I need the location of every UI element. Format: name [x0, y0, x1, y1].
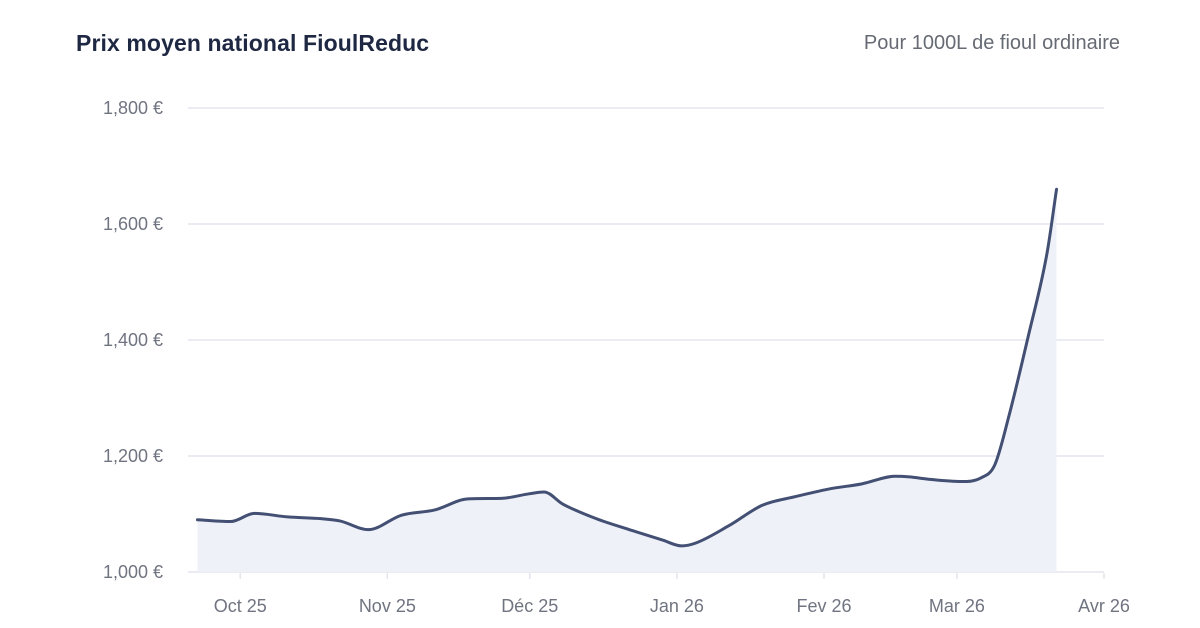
data-point[interactable] — [790, 491, 802, 503]
data-point[interactable] — [623, 524, 635, 536]
y-tick-label: 1,000 € — [103, 562, 163, 582]
data-point[interactable] — [676, 540, 688, 552]
data-point[interactable] — [956, 476, 968, 488]
y-axis: 1,000 € 1,200 € 1,400 € 1,600 € 1,800 € — [103, 98, 163, 582]
data-point[interactable] — [462, 493, 474, 505]
data-point[interactable] — [590, 513, 602, 525]
data-point[interactable] — [1022, 331, 1034, 343]
area-layer — [197, 189, 1057, 572]
data-point[interactable] — [856, 478, 868, 490]
data-point[interactable] — [975, 472, 987, 484]
line-layer — [195, 187, 1059, 548]
chart-subtitle: Pour 1000L de fioul ordinaire — [863, 32, 1120, 54]
data-point[interactable] — [690, 537, 702, 549]
data-point[interactable] — [495, 492, 507, 504]
x-tick-label: Fev 26 — [796, 596, 851, 616]
y-tick-label: 1,800 € — [103, 98, 163, 118]
data-point[interactable] — [191, 514, 203, 526]
chart-title: Prix moyen national FioulReduc — [76, 30, 430, 56]
y-tick-label: 1,600 € — [103, 214, 163, 234]
data-point[interactable] — [1041, 247, 1053, 259]
chart-header: Prix moyen national FioulReduc Pour 1000… — [76, 28, 1120, 62]
data-point[interactable] — [396, 509, 408, 521]
series-area-fill — [197, 189, 1057, 572]
data-point[interactable] — [429, 504, 441, 516]
data-point[interactable] — [1051, 183, 1063, 195]
data-point[interactable] — [723, 520, 735, 532]
data-point[interactable] — [922, 473, 934, 485]
data-point[interactable] — [315, 513, 327, 525]
data-point[interactable] — [1003, 409, 1015, 421]
data-point[interactable] — [334, 515, 346, 527]
x-tick-label: Jan 26 — [650, 596, 704, 616]
data-point[interactable] — [657, 534, 669, 546]
series-line — [195, 187, 1059, 548]
x-tick-label: Nov 25 — [359, 596, 416, 616]
data-point[interactable] — [524, 488, 536, 500]
data-point[interactable] — [225, 516, 237, 528]
data-point[interactable] — [282, 511, 294, 523]
x-tick-label: Déc 25 — [501, 596, 558, 616]
x-axis: Oct 25 Nov 25 Déc 25 Jan 26 Fev 26 Mar 26 Avr … — [214, 573, 1130, 616]
data-point[interactable] — [756, 499, 768, 511]
data-point[interactable] — [362, 524, 374, 536]
x-tick-label: Oct 25 — [214, 596, 267, 616]
data-point[interactable] — [557, 498, 569, 510]
x-tick-label: Avr 26 — [1078, 596, 1130, 616]
data-point[interactable] — [248, 507, 260, 519]
data-point[interactable] — [823, 483, 835, 495]
y-tick-label: 1,400 € — [103, 330, 163, 350]
data-point[interactable] — [538, 486, 550, 498]
data-point[interactable] — [903, 471, 915, 483]
x-tick-label: Mar 26 — [929, 596, 985, 616]
data-point[interactable] — [889, 470, 901, 482]
y-tick-label: 1,200 € — [103, 446, 163, 466]
data-point[interactable] — [989, 459, 1001, 471]
